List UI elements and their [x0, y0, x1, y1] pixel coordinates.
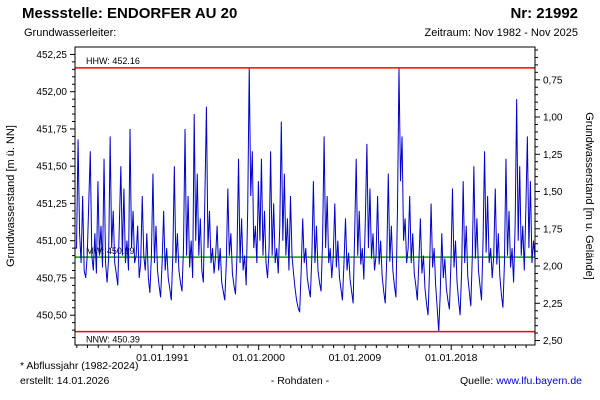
period-label: Zeitraum: Nov 1982 - Nov 2025	[424, 27, 578, 39]
footnote-abflussjahr: * Abflussjahr (1982-2024)	[20, 360, 139, 372]
header-row-1: Messstelle: ENDORFER AU 20 Nr: 21992	[22, 5, 578, 22]
y-left-tick-label: 451,50	[36, 162, 67, 173]
y-axis-left: 452,25 452,00 451,75 451,50 451,25 451,00 450,…	[36, 50, 75, 339]
data-type-label: - Rohdaten -	[270, 375, 330, 387]
mw-label: MW: 450.89	[86, 246, 134, 256]
y-right-tick-label: 1,00	[543, 113, 563, 124]
station-title: Messstelle: ENDORFER AU 20	[22, 5, 238, 22]
x-tick-label: 01.01.2009	[329, 352, 382, 364]
source-line: Quelle: www.lfu.bayern.de	[460, 375, 582, 387]
y-axis-right: 0,75 1,00 1,25 1,50 1,75 2,00 2,25 2,50	[535, 49, 563, 347]
plot-border	[74, 46, 536, 346]
y-axis-right-title: Grundwasserstand [m u. Gelände]	[583, 112, 595, 280]
y-left-tick-label: 451,00	[36, 236, 67, 247]
y-left-tick-label: 451,25	[36, 199, 67, 210]
y-right-tick-label: 1,50	[543, 187, 563, 198]
y-left-tick-label: 451,75	[36, 124, 67, 135]
y-left-tick-label: 452,25	[36, 50, 67, 61]
y-left-tick-label: 450,50	[36, 311, 67, 322]
y-right-tick-label: 2,50	[543, 336, 563, 347]
y-right-tick-label: 2,25	[543, 299, 563, 310]
source-link[interactable]: www.lfu.bayern.de	[496, 375, 582, 387]
y-left-tick-label: 452,00	[36, 87, 67, 98]
footnote-created: erstellt: 14.01.2026	[20, 375, 110, 387]
plot-background	[75, 47, 535, 345]
source-label: Quelle:	[460, 375, 494, 387]
header-row-2: Grundwasserleiter: Zeitraum: Nov 1982 - …	[24, 27, 578, 39]
nnw-label: NNW: 450.39	[86, 335, 140, 345]
aquifer-label: Grundwasserleiter:	[24, 27, 117, 39]
station-number: Nr: 21992	[510, 5, 578, 22]
y-right-tick-label: 1,25	[543, 150, 563, 161]
x-tick-label: 01.01.2000	[232, 352, 285, 364]
y-right-tick-label: 2,00	[543, 262, 563, 273]
hhw-label: HHW: 452.16	[86, 56, 140, 66]
x-tick-label: 01.01.2018	[425, 352, 478, 364]
series-line	[75, 67, 536, 332]
x-tick-label: 01.01.1991	[136, 352, 189, 364]
y-right-tick-label: 0,75	[543, 75, 563, 86]
y-right-tick-label: 1,75	[543, 224, 563, 235]
y-left-tick-label: 450,75	[36, 273, 67, 284]
x-axis: 01.01.1991 01.01.2000 01.01.2009 01.01.2018	[76, 345, 527, 364]
y-axis-left-title: Grundwasserstand [m ü. NN]	[5, 125, 17, 267]
